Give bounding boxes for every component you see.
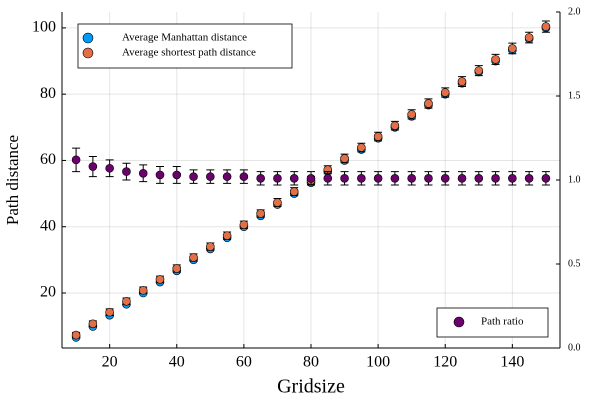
- point: [407, 110, 416, 119]
- point: [239, 220, 249, 230]
- legend-box: [77, 23, 293, 69]
- y2-tick-label: 0.5: [568, 258, 581, 269]
- point: [138, 286, 148, 295]
- point: [491, 55, 500, 64]
- point: [122, 167, 131, 176]
- x-axis-label: Gridsize: [277, 376, 345, 398]
- y-tick-label: 80: [40, 85, 56, 102]
- point: [508, 174, 517, 183]
- point: [508, 44, 517, 53]
- point: [524, 174, 534, 183]
- x-tick-label: 40: [169, 354, 185, 371]
- point: [122, 296, 131, 306]
- point: [88, 319, 98, 329]
- point: [222, 231, 232, 240]
- y2-tick-label: 1.5: [568, 90, 581, 101]
- y-tick-label: 20: [40, 284, 56, 301]
- point: [440, 88, 450, 97]
- point: [357, 143, 366, 152]
- x-tick-label: 100: [366, 354, 390, 371]
- point: [206, 172, 215, 181]
- y-tick-label: 100: [32, 19, 56, 36]
- x-tick-label: 20: [102, 354, 118, 371]
- point: [256, 174, 265, 183]
- point: [206, 242, 215, 251]
- point: [289, 174, 299, 183]
- point: [407, 174, 416, 183]
- point: [474, 174, 484, 183]
- legend-label: Average Manhattan distance: [122, 32, 247, 44]
- y2-tick-label: 1.0: [568, 174, 581, 185]
- point: [357, 174, 366, 183]
- x-tick-label: 60: [236, 354, 252, 371]
- point: [457, 174, 467, 183]
- point: [373, 132, 383, 141]
- point: [340, 174, 349, 183]
- x-tick-label: 80: [303, 354, 319, 371]
- y-axis-label: Path distance: [3, 135, 22, 225]
- point: [306, 174, 316, 183]
- legend-marker: [453, 316, 465, 328]
- point: [172, 170, 182, 180]
- point: [474, 66, 484, 75]
- point: [189, 172, 198, 181]
- y-tick-label: 60: [40, 151, 56, 168]
- point: [105, 163, 114, 173]
- point: [256, 209, 265, 218]
- point: [138, 168, 148, 178]
- point: [71, 330, 81, 340]
- point: [390, 174, 400, 183]
- legend-label: Average shortest path distance: [122, 47, 256, 59]
- point: [71, 155, 81, 165]
- point: [524, 33, 534, 42]
- point: [323, 174, 333, 183]
- point: [424, 99, 433, 108]
- legend-label: Path ratio: [481, 316, 524, 328]
- point: [340, 154, 349, 163]
- point: [88, 162, 98, 171]
- point: [541, 22, 551, 31]
- point: [491, 174, 500, 183]
- y2-tick-label: 0.0: [568, 342, 581, 353]
- x-tick-label: 120: [433, 354, 457, 371]
- point: [155, 170, 165, 180]
- point: [189, 253, 198, 262]
- point: [541, 174, 551, 183]
- point: [373, 174, 383, 183]
- point: [105, 307, 114, 317]
- x-tick-label: 140: [500, 354, 524, 371]
- point: [390, 121, 400, 130]
- point: [155, 275, 165, 284]
- legend-marker: [82, 32, 94, 44]
- point: [273, 174, 282, 183]
- y2-tick-label: 2.0: [568, 6, 581, 17]
- point: [457, 77, 467, 86]
- point: [273, 198, 282, 207]
- legend-marker: [82, 47, 94, 59]
- point: [239, 172, 249, 181]
- point: [424, 174, 433, 183]
- point: [172, 264, 182, 273]
- y-tick-label: 40: [40, 217, 56, 234]
- point: [440, 174, 450, 183]
- point: [289, 187, 299, 196]
- point: [222, 172, 232, 181]
